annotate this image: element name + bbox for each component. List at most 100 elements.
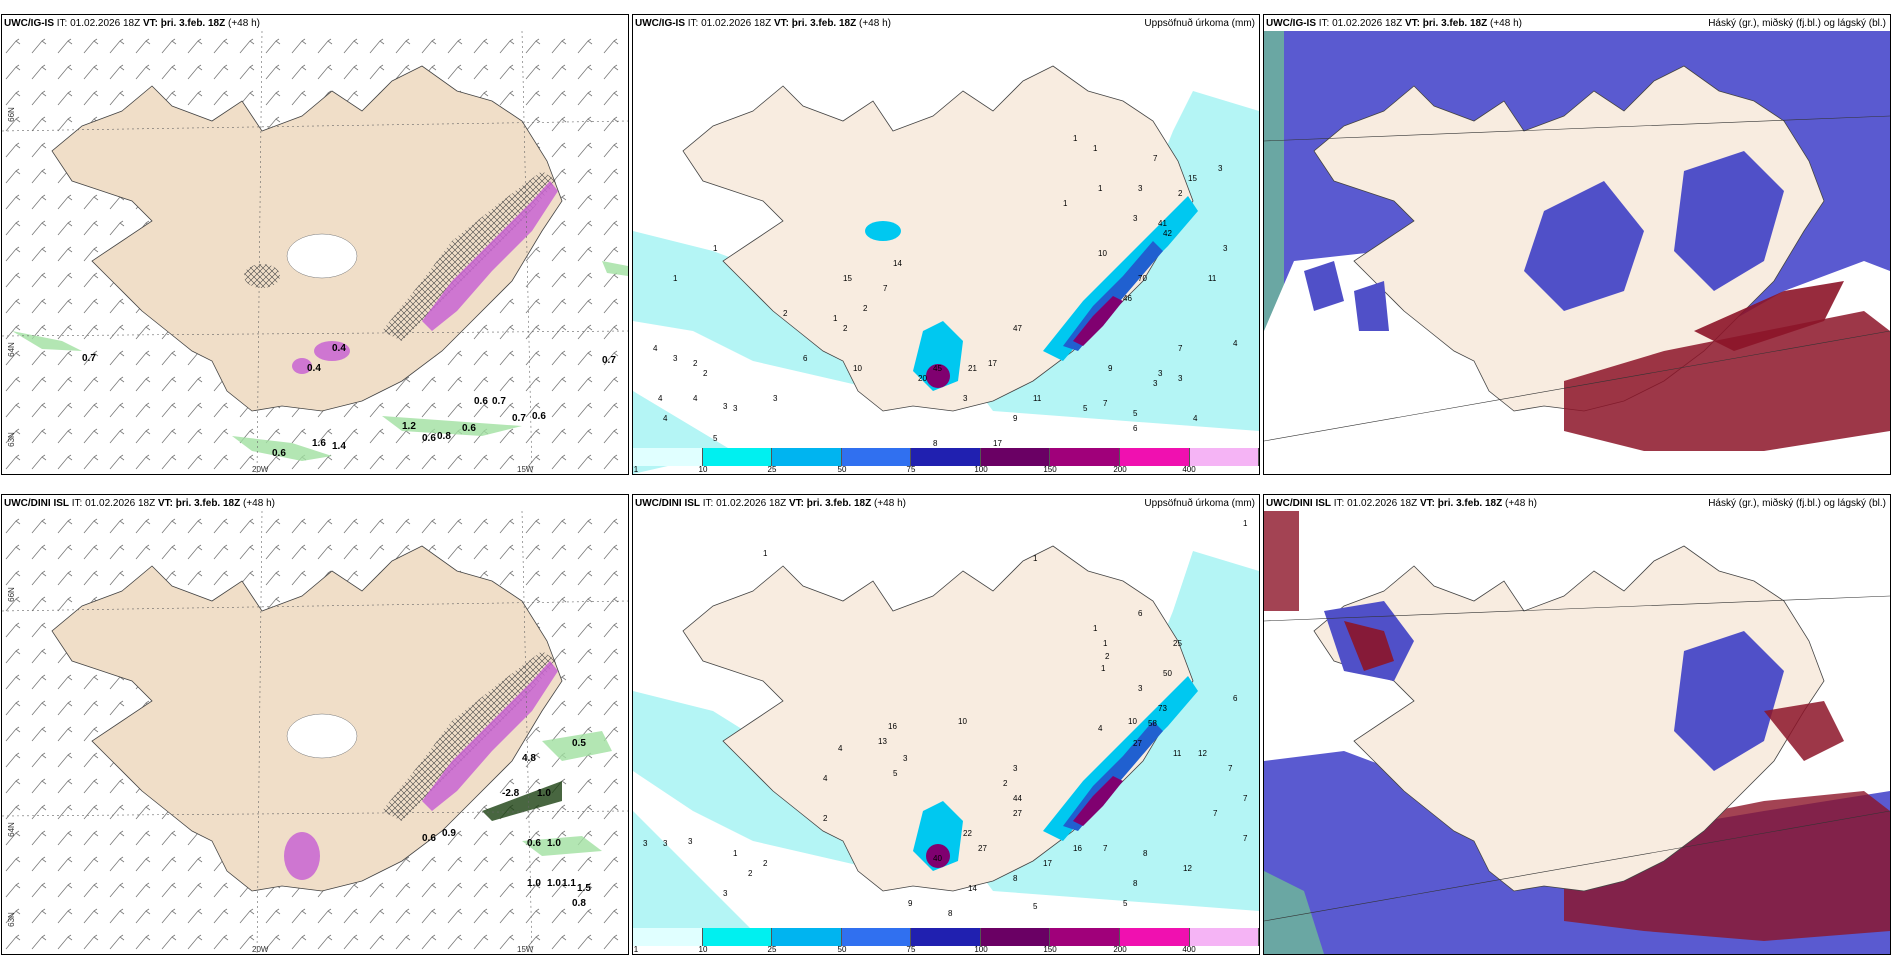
wind-label: 0.6 <box>462 423 476 434</box>
panel-right-title: Háský (gr.), miðský (fj.bl.) og lágský (… <box>1708 18 1886 29</box>
precip-label: 3 <box>903 754 908 763</box>
precip-label: 6 <box>1233 694 1238 703</box>
precip-label: 45 <box>933 364 942 373</box>
precip-label: 7 <box>1243 834 1248 843</box>
precip-label: 8 <box>1133 879 1138 888</box>
precip-label: 2 <box>693 359 698 368</box>
precip-label: 27 <box>1133 739 1142 748</box>
precip-label: 1 <box>733 849 738 858</box>
colorbar-segment <box>1050 448 1120 466</box>
precip-label: 8 <box>1013 874 1018 883</box>
precip-label: 3 <box>1178 374 1183 383</box>
precip-label: 6 <box>1138 609 1143 618</box>
wind-label: 1.0 <box>527 878 541 889</box>
colorbar-label: 75 <box>906 465 916 474</box>
precip-label: 4 <box>658 394 663 403</box>
lon-tick: 15W <box>517 465 534 474</box>
precip-map: 1 1 3 3 3 1 2 2 3 4 16 13 10 4 3 5 2 22 … <box>633 511 1259 954</box>
colorbar-segment <box>980 928 1051 946</box>
panel-precip-igis: UWC/IG-IS IT: 01.02.2026 18Z VT: þri. 3.… <box>632 14 1260 475</box>
precip-label: 1 <box>1093 624 1098 633</box>
colorbar-segment <box>1119 448 1190 466</box>
precip-label: 2 <box>748 869 753 878</box>
precip-label: 1 <box>673 274 678 283</box>
panel-right-title: Uppsöfnuð úrkoma (mm) <box>1144 18 1255 29</box>
precip-label: 3 <box>963 394 968 403</box>
precip-label: 11 <box>1033 394 1042 403</box>
precip-label: 47 <box>1013 324 1022 333</box>
wind-label: 1.1 <box>562 878 576 889</box>
panel-clouds-igis: UWC/IG-IS IT: 01.02.2026 18Z VT: þri. 3.… <box>1263 14 1891 475</box>
precip-label: 50 <box>1163 669 1172 678</box>
precip-label: 27 <box>1013 809 1022 818</box>
wind-label: 0.8 <box>572 898 586 909</box>
precip-colorbar <box>633 448 1259 466</box>
precip-label: 3 <box>1133 214 1138 223</box>
precip-label: 3 <box>1223 244 1228 253</box>
precip-label: 2 <box>783 309 788 318</box>
panel-wind-dini: UWC/DINI ISL IT: 01.02.2026 18Z VT: þri.… <box>1 494 629 955</box>
precip-label: 17 <box>993 439 1002 448</box>
precip-label: 4 <box>1098 724 1103 733</box>
precip-label: 1 <box>1093 144 1098 153</box>
precip-label: 3 <box>1158 369 1163 378</box>
panel-title: UWC/IG-IS IT: 01.02.2026 18Z VT: þri. 3.… <box>635 18 891 29</box>
precip-label: 4 <box>653 344 658 353</box>
precip-label: 17 <box>988 359 997 368</box>
colorbar-segment <box>911 448 981 466</box>
wind-label: 0.4 <box>307 363 321 374</box>
lat-tick: 64N <box>6 822 16 837</box>
precip-label: 1 <box>833 314 838 323</box>
wind-label: 0.7 <box>512 413 526 424</box>
lon-tick: 20W <box>252 465 269 474</box>
colorbar-label: 50 <box>837 465 847 474</box>
precip-label: 13 <box>878 737 887 746</box>
precip-map: 1 1 4 3 2 2 3 4 4 4 5 3 3 2 6 10 15 14 7… <box>633 31 1259 474</box>
precip-label: 3 <box>733 404 738 413</box>
colorbar-segment <box>1050 928 1120 946</box>
colorbar-segment <box>702 928 773 946</box>
precip-label: 7 <box>1103 399 1108 408</box>
precip-label: 3 <box>1138 684 1143 693</box>
colorbar-segment <box>702 448 773 466</box>
wind-label: 1.0 <box>537 788 551 799</box>
panel-title: UWC/DINI ISL IT: 01.02.2026 18Z VT: þri.… <box>1266 498 1537 509</box>
precip-label: 2 <box>1003 779 1008 788</box>
precip-label: 6 <box>1133 424 1138 433</box>
wind-label: 0.6 <box>527 838 541 849</box>
cloud-map <box>1264 31 1890 474</box>
colorbar-segment <box>772 928 842 946</box>
precip-label: 70 <box>1138 274 1147 283</box>
precip-label: 15 <box>1188 174 1197 183</box>
wind-label: 0.6 <box>272 448 286 459</box>
colorbar-label: 25 <box>767 465 777 474</box>
wind-label: 1.5 <box>577 883 591 894</box>
panel-precip-dini: UWC/DINI ISL IT: 01.02.2026 18Z VT: þri.… <box>632 494 1260 955</box>
colorbar-segment <box>1189 448 1259 466</box>
precip-label: 3 <box>643 839 648 848</box>
precip-label: 4 <box>1193 414 1198 423</box>
wind-label: 0.6 <box>422 833 436 844</box>
precip-label: 10 <box>853 364 862 373</box>
precip-label: 1 <box>1033 554 1038 563</box>
precip-label: 1 <box>713 244 718 253</box>
panel-clouds-dini: UWC/DINI ISL IT: 01.02.2026 18Z VT: þri.… <box>1263 494 1891 955</box>
wind-label: 0.7 <box>602 355 616 366</box>
wind-label: 1.0 <box>547 878 561 889</box>
cloud-map <box>1264 511 1890 954</box>
precip-label: 16 <box>888 722 897 731</box>
precip-label: 3 <box>773 394 778 403</box>
precip-label: 7 <box>1153 154 1158 163</box>
precip-label: 3 <box>673 354 678 363</box>
precip-label: 5 <box>713 434 718 443</box>
precip-label: 17 <box>1043 859 1052 868</box>
precip-label: 1 <box>1243 519 1248 528</box>
precip-label: 12 <box>1183 864 1192 873</box>
lat-tick: 63N <box>6 432 16 447</box>
colorbar-segment <box>633 928 703 946</box>
colorbar-segment <box>772 448 842 466</box>
colorbar-label: 1 <box>633 465 639 474</box>
precip-label: 40 <box>933 854 942 863</box>
panel-title: UWC/IG-IS IT: 01.02.2026 18Z VT: þri. 3.… <box>1266 18 1522 29</box>
precip-label: 5 <box>1133 409 1138 418</box>
